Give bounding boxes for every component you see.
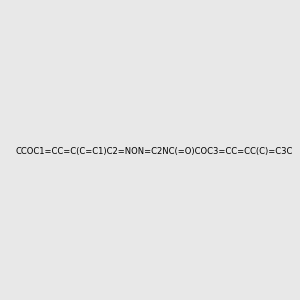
Text: CCOC1=CC=C(C=C1)C2=NON=C2NC(=O)COC3=CC=CC(C)=C3C: CCOC1=CC=C(C=C1)C2=NON=C2NC(=O)COC3=CC=C… (15, 147, 292, 156)
